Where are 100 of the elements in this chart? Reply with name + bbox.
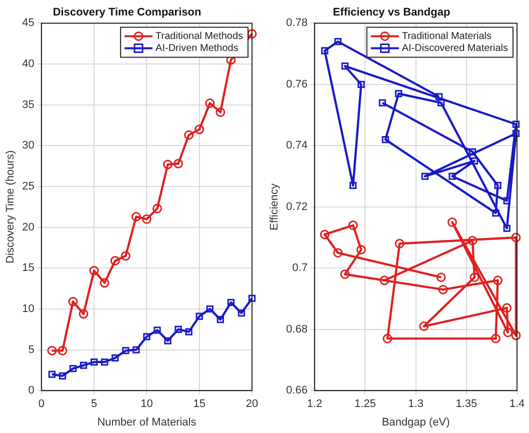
point <box>152 204 162 214</box>
point <box>511 330 521 340</box>
point <box>47 346 57 356</box>
point <box>100 278 110 288</box>
point <box>174 326 182 333</box>
point <box>349 182 357 190</box>
point <box>340 270 350 280</box>
point <box>436 272 446 282</box>
point <box>491 334 500 344</box>
point <box>341 62 349 70</box>
y-tick-label: 10 <box>22 302 34 315</box>
point <box>101 358 108 366</box>
point <box>131 212 141 222</box>
point <box>494 182 502 190</box>
point <box>512 120 520 128</box>
point <box>358 80 365 88</box>
point <box>468 236 478 246</box>
point <box>112 354 119 362</box>
legend-label: AI-Driven Methods <box>156 42 238 54</box>
x-tick-label: 1.25 <box>354 398 376 410</box>
point <box>380 276 390 286</box>
y-tick-label: 0.76 <box>286 78 308 90</box>
point <box>438 284 448 294</box>
point <box>382 334 392 344</box>
point <box>247 29 257 39</box>
point <box>334 38 342 46</box>
point <box>216 107 226 117</box>
point <box>122 347 130 354</box>
legend-label: Traditional Methods <box>156 30 243 42</box>
point <box>89 266 99 276</box>
point <box>206 305 214 313</box>
point <box>468 148 476 156</box>
point <box>470 272 480 282</box>
point <box>248 294 256 302</box>
x-tick-label: 1.3 <box>408 398 424 410</box>
point <box>333 248 343 258</box>
point <box>142 214 152 224</box>
point <box>438 99 445 106</box>
point <box>132 346 140 354</box>
x-tick-label: 1.4 <box>509 398 525 410</box>
point <box>163 160 173 170</box>
y-tick-label: 5 <box>28 344 34 356</box>
point <box>356 245 366 255</box>
chart-title: Efficiency vs Bandgap <box>332 6 450 19</box>
point <box>503 328 513 338</box>
point <box>78 309 88 319</box>
point <box>511 232 521 242</box>
point <box>382 136 390 144</box>
point <box>348 220 358 230</box>
point <box>174 158 184 168</box>
point <box>227 298 235 306</box>
y-tick-label: 15 <box>22 262 34 274</box>
point <box>154 326 161 334</box>
point <box>58 372 66 380</box>
y-tick-label: 30 <box>22 140 34 152</box>
y-axis-title: Efficiency <box>268 182 281 230</box>
y-tick-label: 0.7 <box>292 262 308 274</box>
point <box>196 312 203 320</box>
point <box>503 224 510 232</box>
point <box>512 130 520 137</box>
point <box>185 328 192 336</box>
y-tick-label: 0.72 <box>286 200 308 213</box>
point <box>205 98 215 108</box>
y-tick-label: 45 <box>22 17 34 30</box>
y-tick-label: 25 <box>22 180 34 193</box>
point <box>194 124 204 134</box>
x-tick-label: 10 <box>140 398 153 410</box>
legend-label: Traditional Materials <box>402 30 492 42</box>
point <box>184 130 194 140</box>
y-tick-label: 35 <box>22 98 34 111</box>
y-tick-label: 0.66 <box>286 384 308 397</box>
y-tick-label: 0.74 <box>286 140 308 152</box>
point <box>394 238 404 248</box>
x-tick-label: 1.35 <box>456 398 478 410</box>
point <box>448 172 456 180</box>
point <box>69 364 77 372</box>
point <box>80 362 88 369</box>
point <box>110 256 120 266</box>
y-tick-label: 0.68 <box>286 323 308 336</box>
point <box>321 47 328 54</box>
point <box>48 370 56 378</box>
point <box>395 90 402 98</box>
point <box>164 337 172 344</box>
point <box>320 230 330 240</box>
point <box>143 333 150 340</box>
point <box>493 276 503 286</box>
legend-label: AI-Discovered Materials <box>402 42 508 54</box>
point <box>502 303 512 313</box>
point <box>470 157 478 165</box>
point <box>503 197 510 204</box>
point <box>90 358 98 366</box>
point <box>421 172 428 180</box>
x-tick-label: 0 <box>38 398 44 410</box>
point <box>378 99 386 106</box>
point <box>68 296 78 306</box>
y-tick-label: 40 <box>22 58 34 70</box>
point <box>492 209 500 217</box>
y-tick-label: 20 <box>22 221 34 234</box>
x-tick-label: 20 <box>246 398 258 410</box>
y-axis-title: Discovery Time (hours) <box>4 150 17 264</box>
